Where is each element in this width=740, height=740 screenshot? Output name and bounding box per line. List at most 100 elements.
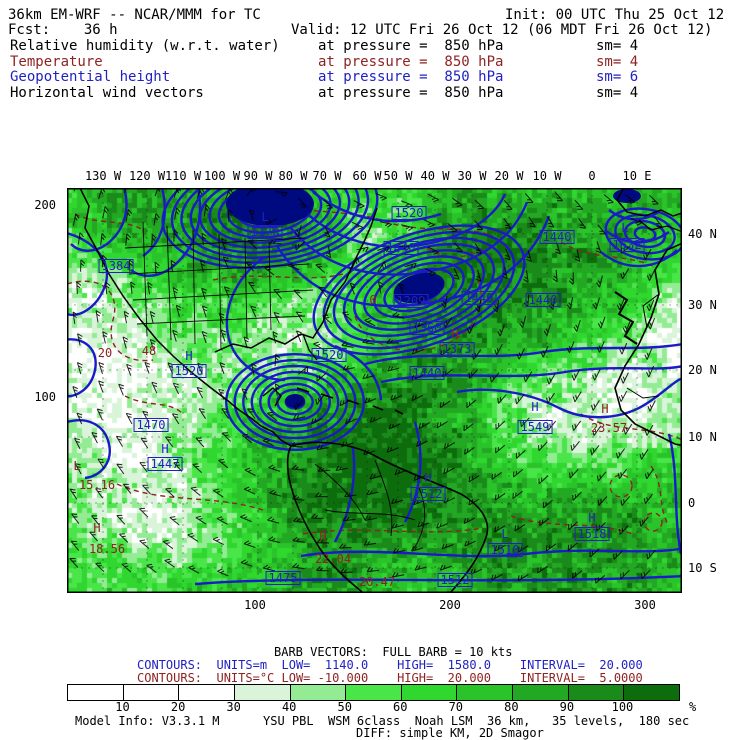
field-label: Relative humidity (w.r.t. water) (10, 38, 280, 54)
map-frame: L 1170 1384 1520 1440 1440 L 1632 0 1209 1440 1440 1… (67, 188, 682, 593)
contour-label: 1510 (487, 543, 523, 557)
contour-label: 1512 (410, 487, 446, 501)
page-title: 36km EM-WRF -- NCAR/MMM for TC (8, 7, 261, 23)
contour-label: 22.04 (314, 552, 352, 566)
lon-axis-label: 30 W (457, 169, 487, 183)
forecast-hour: Fcst: 36 h (8, 22, 118, 38)
lon-axis-label: 10 E (622, 169, 652, 183)
x-index-label: 300 (634, 598, 656, 612)
lon-axis-label: 80 W (278, 169, 308, 183)
colorbar-cell (623, 685, 680, 700)
lon-axis-label: 10 W (532, 169, 562, 183)
init-time: Init: 00 UTC Thu 25 Oct 12 (505, 7, 725, 23)
contour-label: 1440 (409, 366, 445, 380)
field-pressure: at pressure = 850 hPa (318, 69, 504, 85)
contour-label: 1518 (574, 527, 610, 541)
contour-label: L (621, 221, 629, 235)
lon-axis-label: 110 W (164, 169, 202, 183)
contour-label: 1475 (265, 571, 301, 585)
colorbar-tick: 90 (559, 700, 575, 714)
lon-axis-label: 50 W (383, 169, 413, 183)
contour-label: 1470 (133, 418, 169, 432)
lat-axis-label: 20 N (688, 363, 717, 377)
map-canvas (67, 188, 682, 593)
lon-axis-label: 130 W (84, 169, 122, 183)
colorbar-unit: % (689, 700, 697, 714)
field-label: Geopotential height (10, 69, 171, 85)
contour-label: 1209 (393, 294, 429, 308)
low-pressure-core (393, 272, 445, 304)
colorbar-cell (122, 685, 179, 700)
height-contour-ring (198, 188, 342, 249)
field-smoothing: sm= 4 (596, 84, 639, 101)
colorbar-cell (345, 685, 401, 700)
wind-barbs (69, 188, 663, 584)
colorbar-tick: 10 (115, 700, 130, 714)
contour-label: H (601, 402, 609, 416)
height-contour-ring (312, 224, 526, 356)
height-contour-ring (180, 188, 360, 259)
contour-label: 1520 (391, 206, 427, 220)
contour-label: H (531, 400, 539, 414)
contour-label: 15.16 (78, 478, 116, 492)
colorbar-cell (289, 685, 346, 700)
colorbar-cell (456, 685, 513, 700)
contour-label: 18.56 (88, 542, 126, 556)
contour-label: 1447 (147, 457, 183, 471)
contour-label: L (261, 210, 269, 224)
lat-axis-label: 10 S (688, 561, 717, 575)
lon-axis-label: 70 W (312, 169, 342, 183)
colorbar-cell (512, 685, 568, 700)
temp-contour-legend: CONTOURS: UNITS=°C LOW= -10.000 HIGH= 20… (137, 671, 643, 685)
colorbar-tick: 80 (504, 700, 519, 714)
height-contour-ring (342, 242, 496, 338)
contour-label: H (451, 327, 459, 341)
height-contour-ring (259, 376, 331, 428)
contour-label: 1384 (98, 259, 134, 273)
lat-axis-label: 30 N (688, 298, 717, 312)
diffusion-info: DIFF: simple KM, 2D Smagor (356, 726, 544, 740)
lat-axis-label: 40 N (688, 227, 717, 241)
y-index-label: 100 (34, 390, 56, 404)
valid-time: Valid: 12 UTC Fri 26 Oct 12 (06 MDT Fri … (291, 22, 713, 38)
model-specs: YSU PBL WSM 6class Noah LSM 36 km, 35 le… (263, 714, 690, 728)
lon-axis-label: 90 W (243, 169, 273, 183)
colorbar-tick: 20 (170, 700, 186, 714)
height-contour-ring (208, 188, 332, 244)
contour-label: 1360 (409, 321, 445, 335)
lat-axis-label: 10 N (688, 430, 717, 444)
height-contour-legend: CONTOURS: UNITS=m LOW= 1140.0 HIGH= 1580… (137, 658, 643, 672)
contour-label: 20.47 (358, 575, 396, 589)
height-contour-ring (623, 219, 667, 249)
y-index-label: 200 (34, 198, 56, 212)
contour-label: 1373 (439, 342, 475, 356)
lon-axis-label: 40 W (420, 169, 450, 183)
contour-label: 1520 (311, 348, 347, 362)
barb-legend: BARB VECTORS: FULL BARB = 10 kts (274, 645, 513, 659)
low-center-cores (226, 188, 641, 408)
contour-label: 1440 (383, 241, 419, 255)
lat-axis-label: 0 (688, 496, 696, 510)
height-contour-ring (614, 213, 676, 255)
low-pressure-core (226, 188, 314, 226)
colorbar-tick: 60 (393, 700, 408, 714)
lon-axis-label: 120 W (128, 169, 166, 183)
contour-label: 1549 (517, 420, 553, 434)
contour-label: 23.57 (590, 421, 628, 435)
height-contour-ring (267, 382, 323, 422)
contour-label: L (501, 527, 509, 541)
height-contour-ring (217, 188, 323, 239)
contour-label: L (73, 459, 81, 473)
colorbar-tick: 40 (281, 700, 297, 714)
contour-label: 20 (97, 346, 113, 360)
coastlines-and-borders (79, 188, 682, 593)
field-label: Horizontal wind vectors (10, 84, 204, 101)
field-smoothing: sm= 6 (596, 69, 639, 85)
height-contour-ring (604, 207, 682, 261)
contour-label: 1632 (609, 238, 645, 252)
contour-label: H (161, 442, 169, 456)
field-smoothing: sm= 4 (596, 38, 639, 54)
field-pressure: at pressure = 850 hPa (318, 53, 504, 70)
contour-label-layer: L 1170 1384 1520 1440 1440 L 1632 0 1209 1440 1440 1… (67, 188, 682, 593)
